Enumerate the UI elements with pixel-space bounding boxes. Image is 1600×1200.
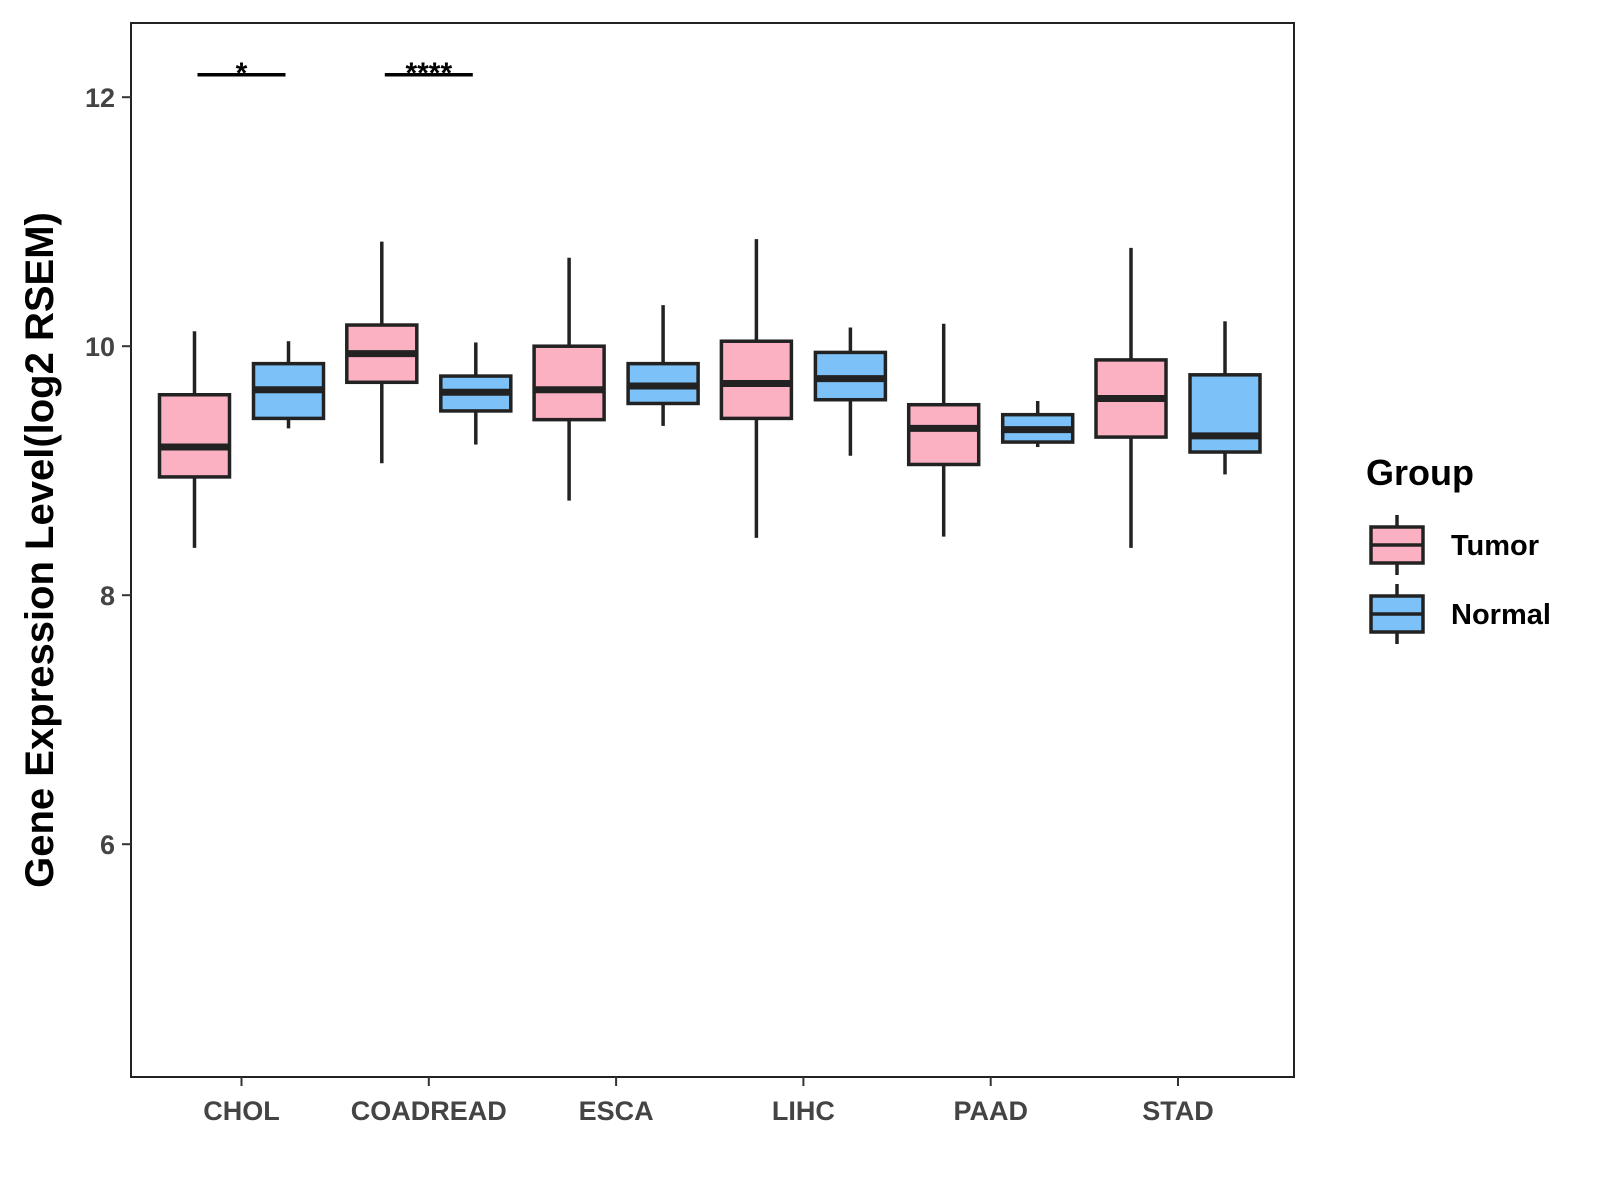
x-tick-label-stad: STAD <box>1142 1096 1214 1126</box>
x-tick-label-paad: PAAD <box>953 1096 1028 1126</box>
box-iqr <box>1188 373 1262 454</box>
significance-label-chol: * <box>236 57 248 90</box>
legend-item-normal: Normal <box>1369 584 1551 644</box>
box-tumor-esca <box>532 257 606 501</box>
y-tick-label: 10 <box>85 332 115 362</box>
box-tumor-coadread <box>345 241 419 464</box>
box-normal-paad <box>1000 400 1075 448</box>
box-normal-chol <box>251 341 326 429</box>
box-iqr <box>532 344 606 422</box>
x-tick-label-coadread: COADREAD <box>351 1096 507 1126</box>
y-tick-label: 12 <box>85 83 115 113</box>
box-tumor-paad <box>906 323 981 537</box>
x-tick-label-esca: ESCA <box>579 1096 654 1126</box>
legend-label-normal: Normal <box>1451 599 1551 631</box>
legend-items: Tumor Normal <box>1369 515 1551 644</box>
x-axis: CHOL COADREAD ESCA LIHC PAAD STAD <box>203 1077 1214 1126</box>
box-tumor-lihc <box>719 239 794 538</box>
box-groups <box>157 239 1262 548</box>
box-iqr <box>906 402 981 467</box>
box-iqr <box>719 339 794 421</box>
legend: Group Tumor Normal <box>1366 452 1551 644</box>
box-normal-lihc <box>813 327 888 456</box>
box-normal-stad <box>1188 321 1262 475</box>
y-axis: 6 8 10 12 <box>85 83 131 860</box>
box-tumor-stad <box>1094 247 1168 548</box>
x-tick-label-lihc: LIHC <box>772 1096 835 1126</box>
significance-label-coadread: **** <box>405 57 452 90</box>
box-normal-esca <box>626 305 700 426</box>
legend-item-tumor: Tumor <box>1369 515 1539 575</box>
legend-title: Group <box>1366 452 1474 493</box>
box-tumor-chol <box>157 331 232 548</box>
significance-annotations: * **** <box>197 57 473 90</box>
legend-label-tumor: Tumor <box>1451 530 1539 562</box>
plot-panel <box>130 22 1295 1078</box>
y-axis-title: Gene Expression Level(log2 RSEM) <box>18 212 62 888</box>
box-iqr <box>157 393 232 479</box>
x-tick-label-chol: CHOL <box>203 1096 280 1126</box>
box-normal-coadread <box>439 342 513 445</box>
y-tick-label: 6 <box>100 830 115 860</box>
y-tick-label: 8 <box>100 581 115 611</box>
